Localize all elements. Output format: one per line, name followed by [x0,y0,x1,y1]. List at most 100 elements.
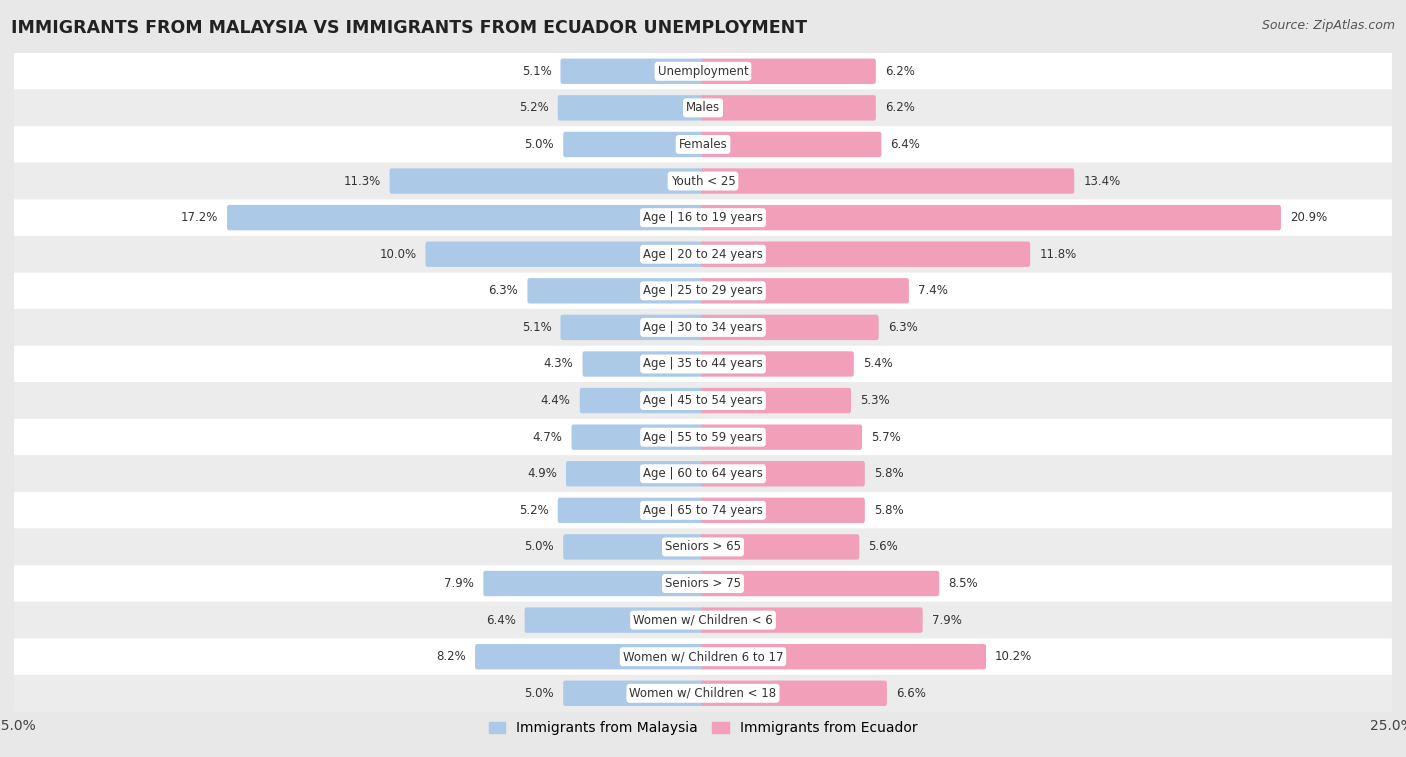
FancyBboxPatch shape [702,607,922,633]
Text: 4.9%: 4.9% [527,467,557,480]
FancyBboxPatch shape [14,492,1392,528]
Text: Age | 25 to 29 years: Age | 25 to 29 years [643,285,763,298]
Text: Age | 20 to 24 years: Age | 20 to 24 years [643,248,763,260]
Text: 11.8%: 11.8% [1039,248,1077,260]
FancyBboxPatch shape [14,382,1392,419]
Text: 5.6%: 5.6% [869,540,898,553]
FancyBboxPatch shape [702,278,908,304]
Text: 10.0%: 10.0% [380,248,416,260]
Text: 5.7%: 5.7% [872,431,901,444]
Text: 8.2%: 8.2% [436,650,465,663]
FancyBboxPatch shape [702,58,876,84]
Text: 5.8%: 5.8% [875,467,904,480]
FancyBboxPatch shape [702,644,986,669]
FancyBboxPatch shape [14,456,1392,492]
Text: 6.4%: 6.4% [890,138,921,151]
FancyBboxPatch shape [702,241,1031,267]
Text: 10.2%: 10.2% [995,650,1032,663]
Text: 6.4%: 6.4% [485,614,516,627]
Text: Source: ZipAtlas.com: Source: ZipAtlas.com [1261,19,1395,32]
Text: 6.6%: 6.6% [896,687,925,699]
Text: Age | 35 to 44 years: Age | 35 to 44 years [643,357,763,370]
Text: Age | 30 to 34 years: Age | 30 to 34 years [643,321,763,334]
FancyBboxPatch shape [702,315,879,340]
Text: 5.1%: 5.1% [522,321,551,334]
Text: Age | 16 to 19 years: Age | 16 to 19 years [643,211,763,224]
Text: 20.9%: 20.9% [1289,211,1327,224]
Text: 4.4%: 4.4% [541,394,571,407]
FancyBboxPatch shape [702,168,1074,194]
Text: 5.0%: 5.0% [524,540,554,553]
FancyBboxPatch shape [702,95,876,120]
Text: 5.1%: 5.1% [522,65,551,78]
Text: 5.2%: 5.2% [519,504,548,517]
FancyBboxPatch shape [579,388,704,413]
Text: Age | 60 to 64 years: Age | 60 to 64 years [643,467,763,480]
FancyBboxPatch shape [702,205,1281,230]
Text: Women w/ Children 6 to 17: Women w/ Children 6 to 17 [623,650,783,663]
FancyBboxPatch shape [702,461,865,487]
Text: 13.4%: 13.4% [1083,175,1121,188]
FancyBboxPatch shape [702,497,865,523]
FancyBboxPatch shape [14,638,1392,675]
Text: 6.2%: 6.2% [884,101,915,114]
FancyBboxPatch shape [14,565,1392,602]
Text: 7.4%: 7.4% [918,285,948,298]
FancyBboxPatch shape [702,534,859,559]
Text: Women w/ Children < 6: Women w/ Children < 6 [633,614,773,627]
FancyBboxPatch shape [582,351,704,377]
Text: 6.3%: 6.3% [489,285,519,298]
Text: 7.9%: 7.9% [932,614,962,627]
Text: Males: Males [686,101,720,114]
Text: Age | 45 to 54 years: Age | 45 to 54 years [643,394,763,407]
Text: IMMIGRANTS FROM MALAYSIA VS IMMIGRANTS FROM ECUADOR UNEMPLOYMENT: IMMIGRANTS FROM MALAYSIA VS IMMIGRANTS F… [11,19,807,37]
Text: 4.7%: 4.7% [533,431,562,444]
Text: 5.8%: 5.8% [875,504,904,517]
FancyBboxPatch shape [14,126,1392,163]
Text: 5.3%: 5.3% [860,394,890,407]
Text: Youth < 25: Youth < 25 [671,175,735,188]
Text: 7.9%: 7.9% [444,577,474,590]
FancyBboxPatch shape [14,163,1392,199]
Legend: Immigrants from Malaysia, Immigrants from Ecuador: Immigrants from Malaysia, Immigrants fro… [484,716,922,741]
Text: Women w/ Children < 18: Women w/ Children < 18 [630,687,776,699]
Text: Seniors > 65: Seniors > 65 [665,540,741,553]
FancyBboxPatch shape [14,53,1392,89]
FancyBboxPatch shape [484,571,704,597]
FancyBboxPatch shape [702,425,862,450]
Text: 11.3%: 11.3% [343,175,381,188]
FancyBboxPatch shape [14,236,1392,273]
FancyBboxPatch shape [558,497,704,523]
FancyBboxPatch shape [558,95,704,120]
FancyBboxPatch shape [571,425,704,450]
FancyBboxPatch shape [564,132,704,157]
Text: 5.0%: 5.0% [524,687,554,699]
FancyBboxPatch shape [389,168,704,194]
FancyBboxPatch shape [14,675,1392,712]
FancyBboxPatch shape [14,602,1392,638]
FancyBboxPatch shape [702,132,882,157]
FancyBboxPatch shape [475,644,704,669]
Text: 6.3%: 6.3% [887,321,917,334]
FancyBboxPatch shape [14,273,1392,309]
FancyBboxPatch shape [702,388,851,413]
FancyBboxPatch shape [14,309,1392,346]
Text: Age | 55 to 59 years: Age | 55 to 59 years [643,431,763,444]
FancyBboxPatch shape [567,461,704,487]
FancyBboxPatch shape [702,681,887,706]
Text: 6.2%: 6.2% [884,65,915,78]
FancyBboxPatch shape [226,205,704,230]
FancyBboxPatch shape [702,351,853,377]
Text: Seniors > 75: Seniors > 75 [665,577,741,590]
Text: Age | 65 to 74 years: Age | 65 to 74 years [643,504,763,517]
FancyBboxPatch shape [14,419,1392,456]
FancyBboxPatch shape [561,58,704,84]
FancyBboxPatch shape [14,346,1392,382]
Text: 5.4%: 5.4% [863,357,893,370]
FancyBboxPatch shape [564,534,704,559]
Text: 5.0%: 5.0% [524,138,554,151]
Text: Unemployment: Unemployment [658,65,748,78]
Text: 8.5%: 8.5% [948,577,979,590]
FancyBboxPatch shape [702,571,939,597]
FancyBboxPatch shape [14,89,1392,126]
